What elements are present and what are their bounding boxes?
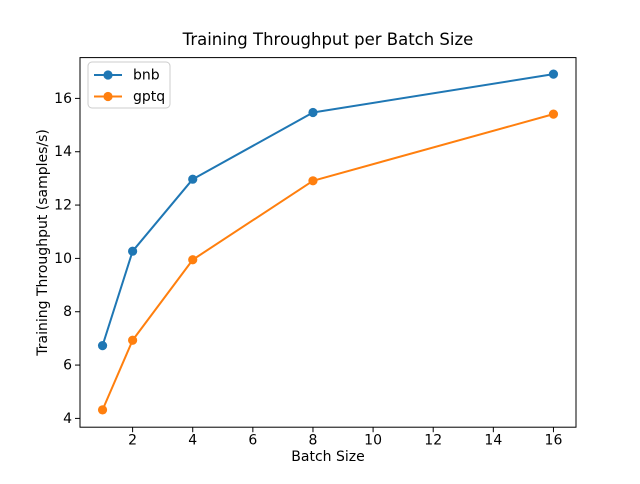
x-tick-label: 14 xyxy=(484,433,502,449)
axes-frame xyxy=(79,57,577,428)
data-point-bnb xyxy=(308,107,318,118)
x-tick-label: 4 xyxy=(188,433,197,449)
x-tick-label: 16 xyxy=(545,433,563,449)
legend-label-gptq: gptq xyxy=(133,89,165,105)
data-point-bnb xyxy=(188,174,198,184)
x-axis-label: Batch Size xyxy=(291,449,364,465)
x-tick-label: 6 xyxy=(248,433,257,449)
x-tick-label: 10 xyxy=(364,433,382,449)
data-point-bnb xyxy=(128,246,138,256)
data-point-bnb xyxy=(97,341,108,351)
y-tick-label: 6 xyxy=(63,358,72,374)
series-line-gptq xyxy=(101,113,555,411)
y-tick-label: 8 xyxy=(63,304,72,320)
data-point-gptq xyxy=(128,335,138,345)
y-axis-label: Training Throughput (samples/s) xyxy=(35,129,51,357)
x-tick-label: 2 xyxy=(128,433,137,449)
x-tick-label: 8 xyxy=(309,433,318,449)
y-tick-label: 12 xyxy=(54,198,72,214)
legend-marker-gptq xyxy=(103,91,113,102)
legend-label-bnb: bnb xyxy=(133,68,160,84)
legend-marker-bnb xyxy=(103,70,113,80)
plot-area: 2 4 6 8 10 12 14 16 4 6 8 10 12 14 16 bnb gptq xyxy=(54,57,577,449)
y-tick-label: 10 xyxy=(54,251,72,267)
data-point-gptq xyxy=(97,405,108,415)
data-point-gptq xyxy=(188,255,198,265)
series-line-bnb xyxy=(101,73,555,347)
chart-title: Training Throughput per Batch Size xyxy=(182,30,474,49)
data-point-bnb xyxy=(548,69,559,79)
y-tick-label: 14 xyxy=(54,144,72,160)
y-tick-label: 4 xyxy=(63,411,72,427)
data-point-gptq xyxy=(548,109,559,119)
y-tick-label: 16 xyxy=(54,91,72,107)
x-tick-label: 12 xyxy=(424,433,442,449)
data-point-gptq xyxy=(308,176,318,186)
